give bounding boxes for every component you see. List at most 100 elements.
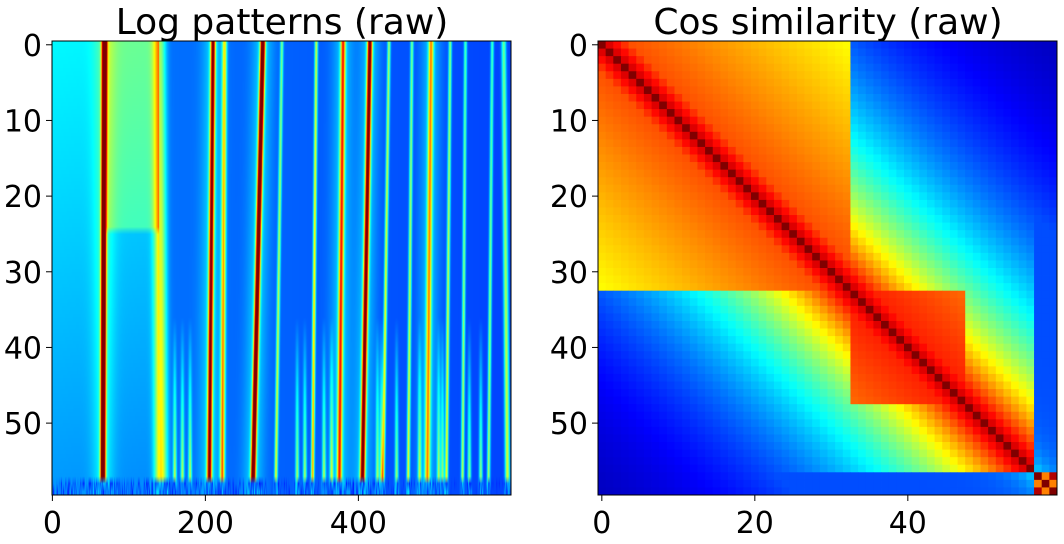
heatmap-cell [690,124,698,132]
heatmap-cell [797,230,805,238]
heatmap-cell [713,245,721,253]
heatmap-cell [720,253,728,261]
heatmap-cell [904,359,912,367]
heatmap-cell [636,427,644,435]
heatmap-cell [942,366,950,374]
heatmap-cell [1011,177,1019,185]
heatmap-cell [965,238,973,246]
heatmap-cell [919,102,927,110]
heatmap-cell [973,366,981,374]
heatmap-cell [697,223,705,231]
heatmap-cell [759,268,767,276]
heatmap-cell [919,487,927,495]
heatmap-cell [942,185,950,193]
heatmap-cell [789,487,797,495]
heatmap-cell [797,374,805,382]
heatmap-cell [675,359,683,367]
heatmap-cell [965,291,973,299]
heatmap-cell [812,155,820,163]
heatmap-cell [728,177,736,185]
heatmap-cell [958,147,966,155]
heatmap-cell [743,276,751,284]
heatmap-cell [1019,313,1027,321]
heatmap-cell [789,404,797,412]
heatmap-cell [629,465,637,473]
heatmap-cell [919,268,927,276]
heatmap-cell [873,109,881,117]
heatmap-cell [996,344,1004,352]
heatmap-cell [629,132,637,140]
heatmap-cell [613,170,621,178]
heatmap-cell [1042,366,1050,374]
heatmap-cell [1049,185,1057,193]
heatmap-cell [1019,359,1027,367]
heatmap-cell [720,238,728,246]
heatmap-cell [873,487,881,495]
heatmap-cell [774,419,782,427]
heatmap-cell [812,41,820,49]
heatmap-cell [759,155,767,163]
heatmap-cell [751,487,759,495]
heatmap-cell [981,124,989,132]
heatmap-cell [1011,298,1019,306]
heatmap-cell [759,472,767,480]
heatmap-cell [1034,419,1042,427]
heatmap-cell [866,359,874,367]
heatmap-cell [690,351,698,359]
heatmap-cell [644,245,652,253]
heatmap-cell [659,71,667,79]
heatmap-cell [889,382,897,390]
heatmap-cell [766,207,774,215]
heatmap-cell [782,185,790,193]
heatmap-cell [743,253,751,261]
heatmap-cell [958,329,966,337]
heatmap-cell [728,344,736,352]
heatmap-cell [1011,207,1019,215]
heatmap-cell [690,434,698,442]
heatmap-cell [904,389,912,397]
heatmap-cell [919,245,927,253]
heatmap-cell [919,215,927,223]
heatmap-cell [743,313,751,321]
heatmap-cell [705,374,713,382]
heatmap-cell [835,223,843,231]
heatmap-cell [873,102,881,110]
heatmap-cell [942,260,950,268]
heatmap-cell [996,351,1004,359]
heatmap-cell [858,450,866,458]
heatmap-cell [950,94,958,102]
heatmap-cell [912,480,920,488]
heatmap-cell [1042,102,1050,110]
heatmap-cell [613,268,621,276]
heatmap-cell [812,366,820,374]
heatmap-cell [858,49,866,57]
heatmap-cell [835,389,843,397]
heatmap-cell [820,268,828,276]
heatmap-cell [667,283,675,291]
heatmap-cell [652,276,660,284]
heatmap-cell [797,404,805,412]
heatmap-cell [965,366,973,374]
heatmap-cell [988,268,996,276]
heatmap-cell [850,177,858,185]
heatmap-cell [942,359,950,367]
heatmap-cell [1042,306,1050,314]
heatmap-cell [720,487,728,495]
heatmap-cell [805,207,813,215]
heatmap-cell [697,434,705,442]
heatmap-cell [766,238,774,246]
heatmap-cell [598,268,606,276]
heatmap-cell [743,49,751,57]
heatmap-cell [720,306,728,314]
heatmap-cell [996,313,1004,321]
heatmap-cell [935,389,943,397]
heatmap-cell [981,245,989,253]
heatmap-cell [652,230,660,238]
heatmap-cell [889,404,897,412]
heatmap-cell [705,56,713,64]
heatmap-cell [759,321,767,329]
heatmap-cell [736,321,744,329]
heatmap-cell [927,306,935,314]
heatmap-cell [606,253,614,261]
heatmap-cell [927,472,935,480]
